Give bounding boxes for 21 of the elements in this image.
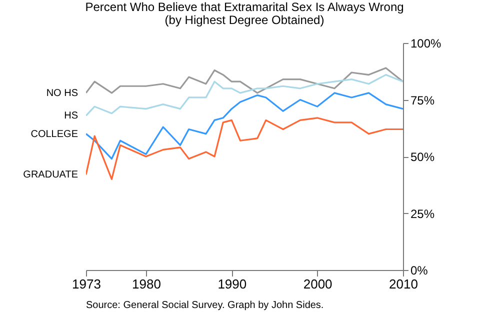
- y-tick-label: 75%: [410, 93, 435, 108]
- x-tick-label: 1990: [218, 276, 247, 292]
- chart-title: Percent Who Believe that Extramarital Sex Is Always Wrong: [85, 0, 404, 14]
- y-tick-label: 25%: [410, 206, 435, 221]
- y-tick-label: 50%: [410, 150, 435, 164]
- x-tick-label: 1980: [132, 276, 161, 292]
- x-tick-label: 2010: [389, 276, 418, 292]
- x-tick-label: 2000: [303, 276, 332, 292]
- y-tick-label: 100%: [410, 36, 442, 50]
- series-label: NO HS: [46, 88, 78, 99]
- series-label: COLLEGE: [30, 128, 78, 140]
- x-tick-label: 1973: [72, 276, 101, 292]
- line-series: [86, 74, 403, 116]
- y-tick-label: 0%: [410, 264, 428, 278]
- series-label: GRADUATE: [23, 170, 78, 181]
- line-series: [86, 92, 403, 160]
- series-label: HS: [64, 110, 78, 122]
- chart-subtitle: (by Highest Degree Obtained): [164, 13, 324, 27]
- source-note: Source: General Social Survey. Graph by John Sides.: [86, 300, 324, 311]
- line-series: [86, 67, 403, 94]
- line-series: [86, 117, 403, 180]
